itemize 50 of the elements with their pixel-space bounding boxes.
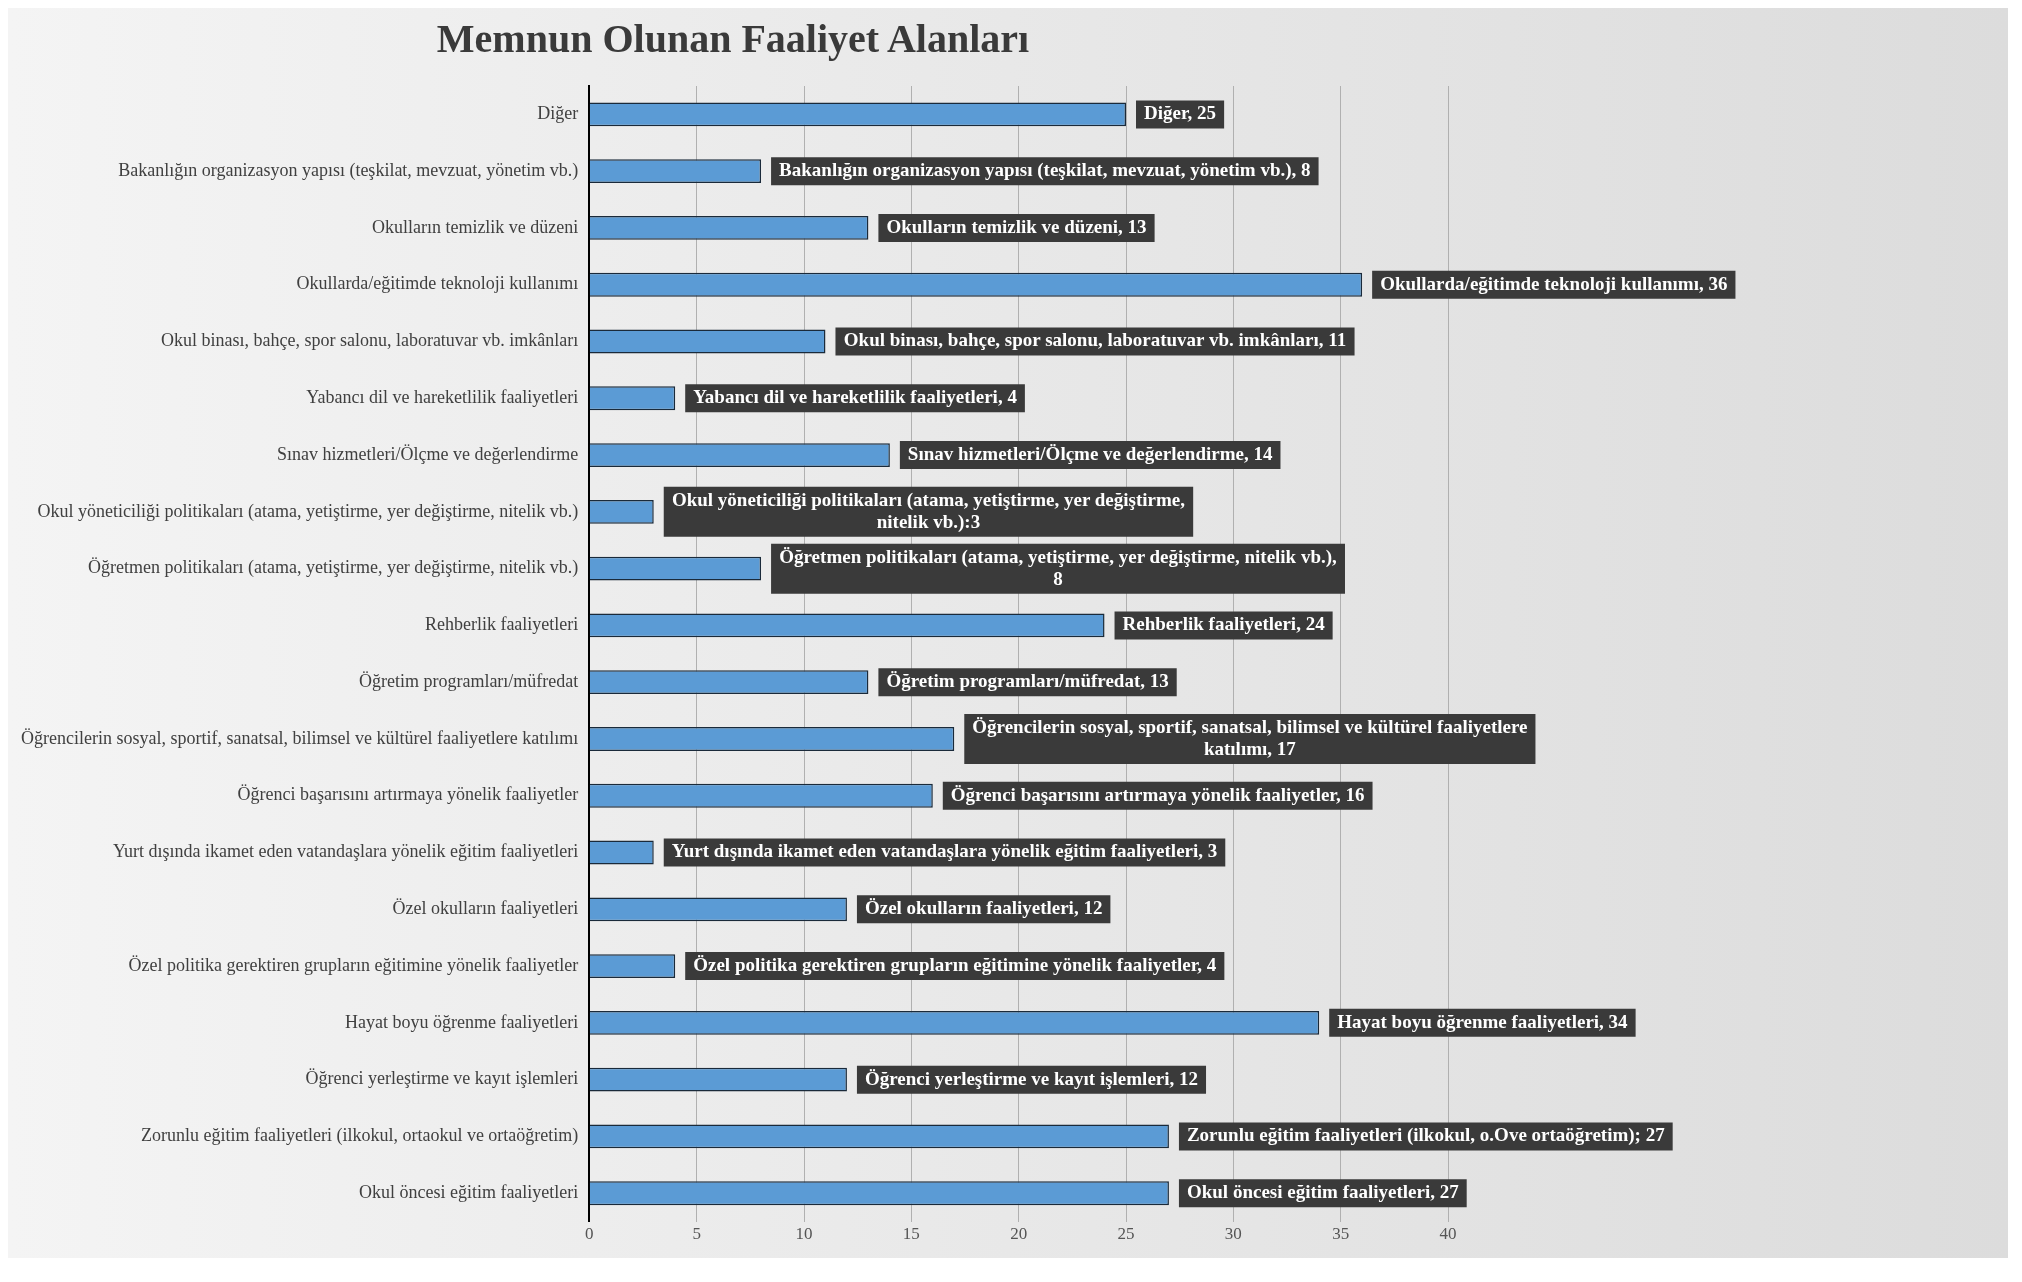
data-label: Diğer, 25 <box>1144 102 1217 124</box>
data-label: Okul öncesi eğitim faaliyetleri, 27 <box>1186 1181 1460 1203</box>
x-tick-label: 25 <box>1117 1224 1135 1244</box>
y-tick-label: Öğrencilerin sosyal, sportif, sanatsal, bilimsel ve kültürel faaliyetlere katılımı <box>21 727 579 748</box>
data-label: Okullarda/eğitimde teknoloji kullanımı, 36 <box>1380 272 1728 294</box>
y-tick-label: Rehberlik faaliyetleri <box>424 614 579 635</box>
data-label: Öğretim programları/müfredat, 13 <box>886 670 1169 692</box>
y-tick-label: Okul öncesi eğitim faaliyetleri <box>358 1181 579 1202</box>
y-tick-label: Diğer <box>537 103 579 124</box>
data-label: Yurt dışında ikamet eden vatandaşlara yönelik eğitim faaliyetleri, 3 <box>671 840 1218 862</box>
data-label: Öğrencilerin sosyal, sportif, sanatsal, bilimsel ve kültürel faaliyetlere katılımı, 17 <box>972 715 1528 759</box>
data-label: Öğrenci başarısını artırmaya yönelik faaliyetler, 16 <box>950 783 1365 805</box>
x-tick-label: 0 <box>585 1224 594 1244</box>
y-tick-label: Okul binası, bahçe, spor salonu, laboratuvar vb. imkânları <box>160 330 579 351</box>
data-label: Yabancı dil ve hareketlilik faaliyetleri, 4 <box>693 386 1018 408</box>
y-tick-label: Hayat boyu öğrenme faaliyetleri <box>344 1011 579 1032</box>
y-tick-label: Okul yöneticiliği politikaları (atama, yetiştirme, yer değiştirme, nitelik vb.) <box>37 500 579 522</box>
x-tick-label: 30 <box>1224 1224 1242 1244</box>
y-tick-label: Okullarda/eğitimde teknoloji kullanımı <box>296 273 579 294</box>
x-tick-label: 10 <box>795 1224 813 1244</box>
y-tick-label: Yurt dışında ikamet eden vatandaşlara yönelik eğitim faaliyetleri <box>113 841 579 862</box>
y-tick-label: Sınav hizmetleri/Ölçme ve değerlendirme <box>276 443 579 464</box>
data-label: Rehberlik faaliyetleri, 24 <box>1122 613 1326 635</box>
x-tick-label: 20 <box>1010 1224 1028 1244</box>
y-tick-label: Özel okulların faaliyetleri <box>392 898 579 919</box>
data-label: Zorunlu eğitim faaliyetleri (ilkokul, o.Ove ortaöğretim); 27 <box>1186 1124 1666 1147</box>
data-label: Bakanlığın organizasyon yapısı (teşkilat, mevzuat, yönetim vb.), 8 <box>779 159 1311 182</box>
data-label: Öğrenci yerleştirme ve kayıt işlemleri, 12 <box>864 1067 1199 1089</box>
y-tick-label: Öğrenci yerleştirme ve kayıt işlemleri <box>305 1068 579 1089</box>
data-label: Hayat boyu öğrenme faaliyetleri, 34 <box>1337 1010 1629 1032</box>
data-label: Okul yöneticiliği politikaları (atama, yetiştirme, yer değiştirme, nitelik vb.):3 <box>671 488 1186 533</box>
data-label: Okul binası, bahçe, spor salonu, laboratuvar vb. imkânları, 11 <box>843 329 1347 351</box>
chart-title: Memnun Olunan Faaliyet Alanları <box>436 16 1030 62</box>
x-tick-label: 40 <box>1439 1224 1457 1244</box>
data-label: Okulların temizlik ve düzeni, 13 <box>886 215 1147 237</box>
y-tick-label: Özel politika gerektiren grupların eğitimine yönelik faaliyetler <box>128 954 579 975</box>
x-tick-label: 5 <box>692 1224 701 1244</box>
x-tick-label: 35 <box>1332 1224 1350 1244</box>
data-label: Öğretmen politikaları (atama, yetiştirme, yer değiştirme, nitelik vb.), 8 <box>779 545 1338 589</box>
data-label: Özel okulların faaliyetleri, 12 <box>864 897 1103 919</box>
y-tick-label: Yabancı dil ve hareketlilik faaliyetleri <box>306 387 579 408</box>
x-tick-label: 15 <box>902 1224 920 1244</box>
data-label: Sınav hizmetleri/Ölçme ve değerlendirme, 14 <box>907 442 1273 464</box>
y-tick-label: Okulların temizlik ve düzeni <box>371 216 579 237</box>
y-tick-label: Bakanlığın organizasyon yapısı (teşkilat, mevzuat, yönetim vb.) <box>118 159 579 181</box>
y-tick-label: Zorunlu eğitim faaliyetleri (ilkokul, ortaokul ve ortaöğretim) <box>140 1125 579 1147</box>
y-tick-label: Öğrenci başarısını artırmaya yönelik faaliyetler <box>237 784 579 805</box>
data-label: Özel politika gerektiren grupların eğitimine yönelik faaliyetler, 4 <box>693 954 1217 975</box>
y-tick-label: Öğretim programları/müfredat <box>358 670 579 691</box>
y-tick-label: Öğretmen politikaları (atama, yetiştirme, yer değiştirme, nitelik vb.) <box>87 557 579 579</box>
